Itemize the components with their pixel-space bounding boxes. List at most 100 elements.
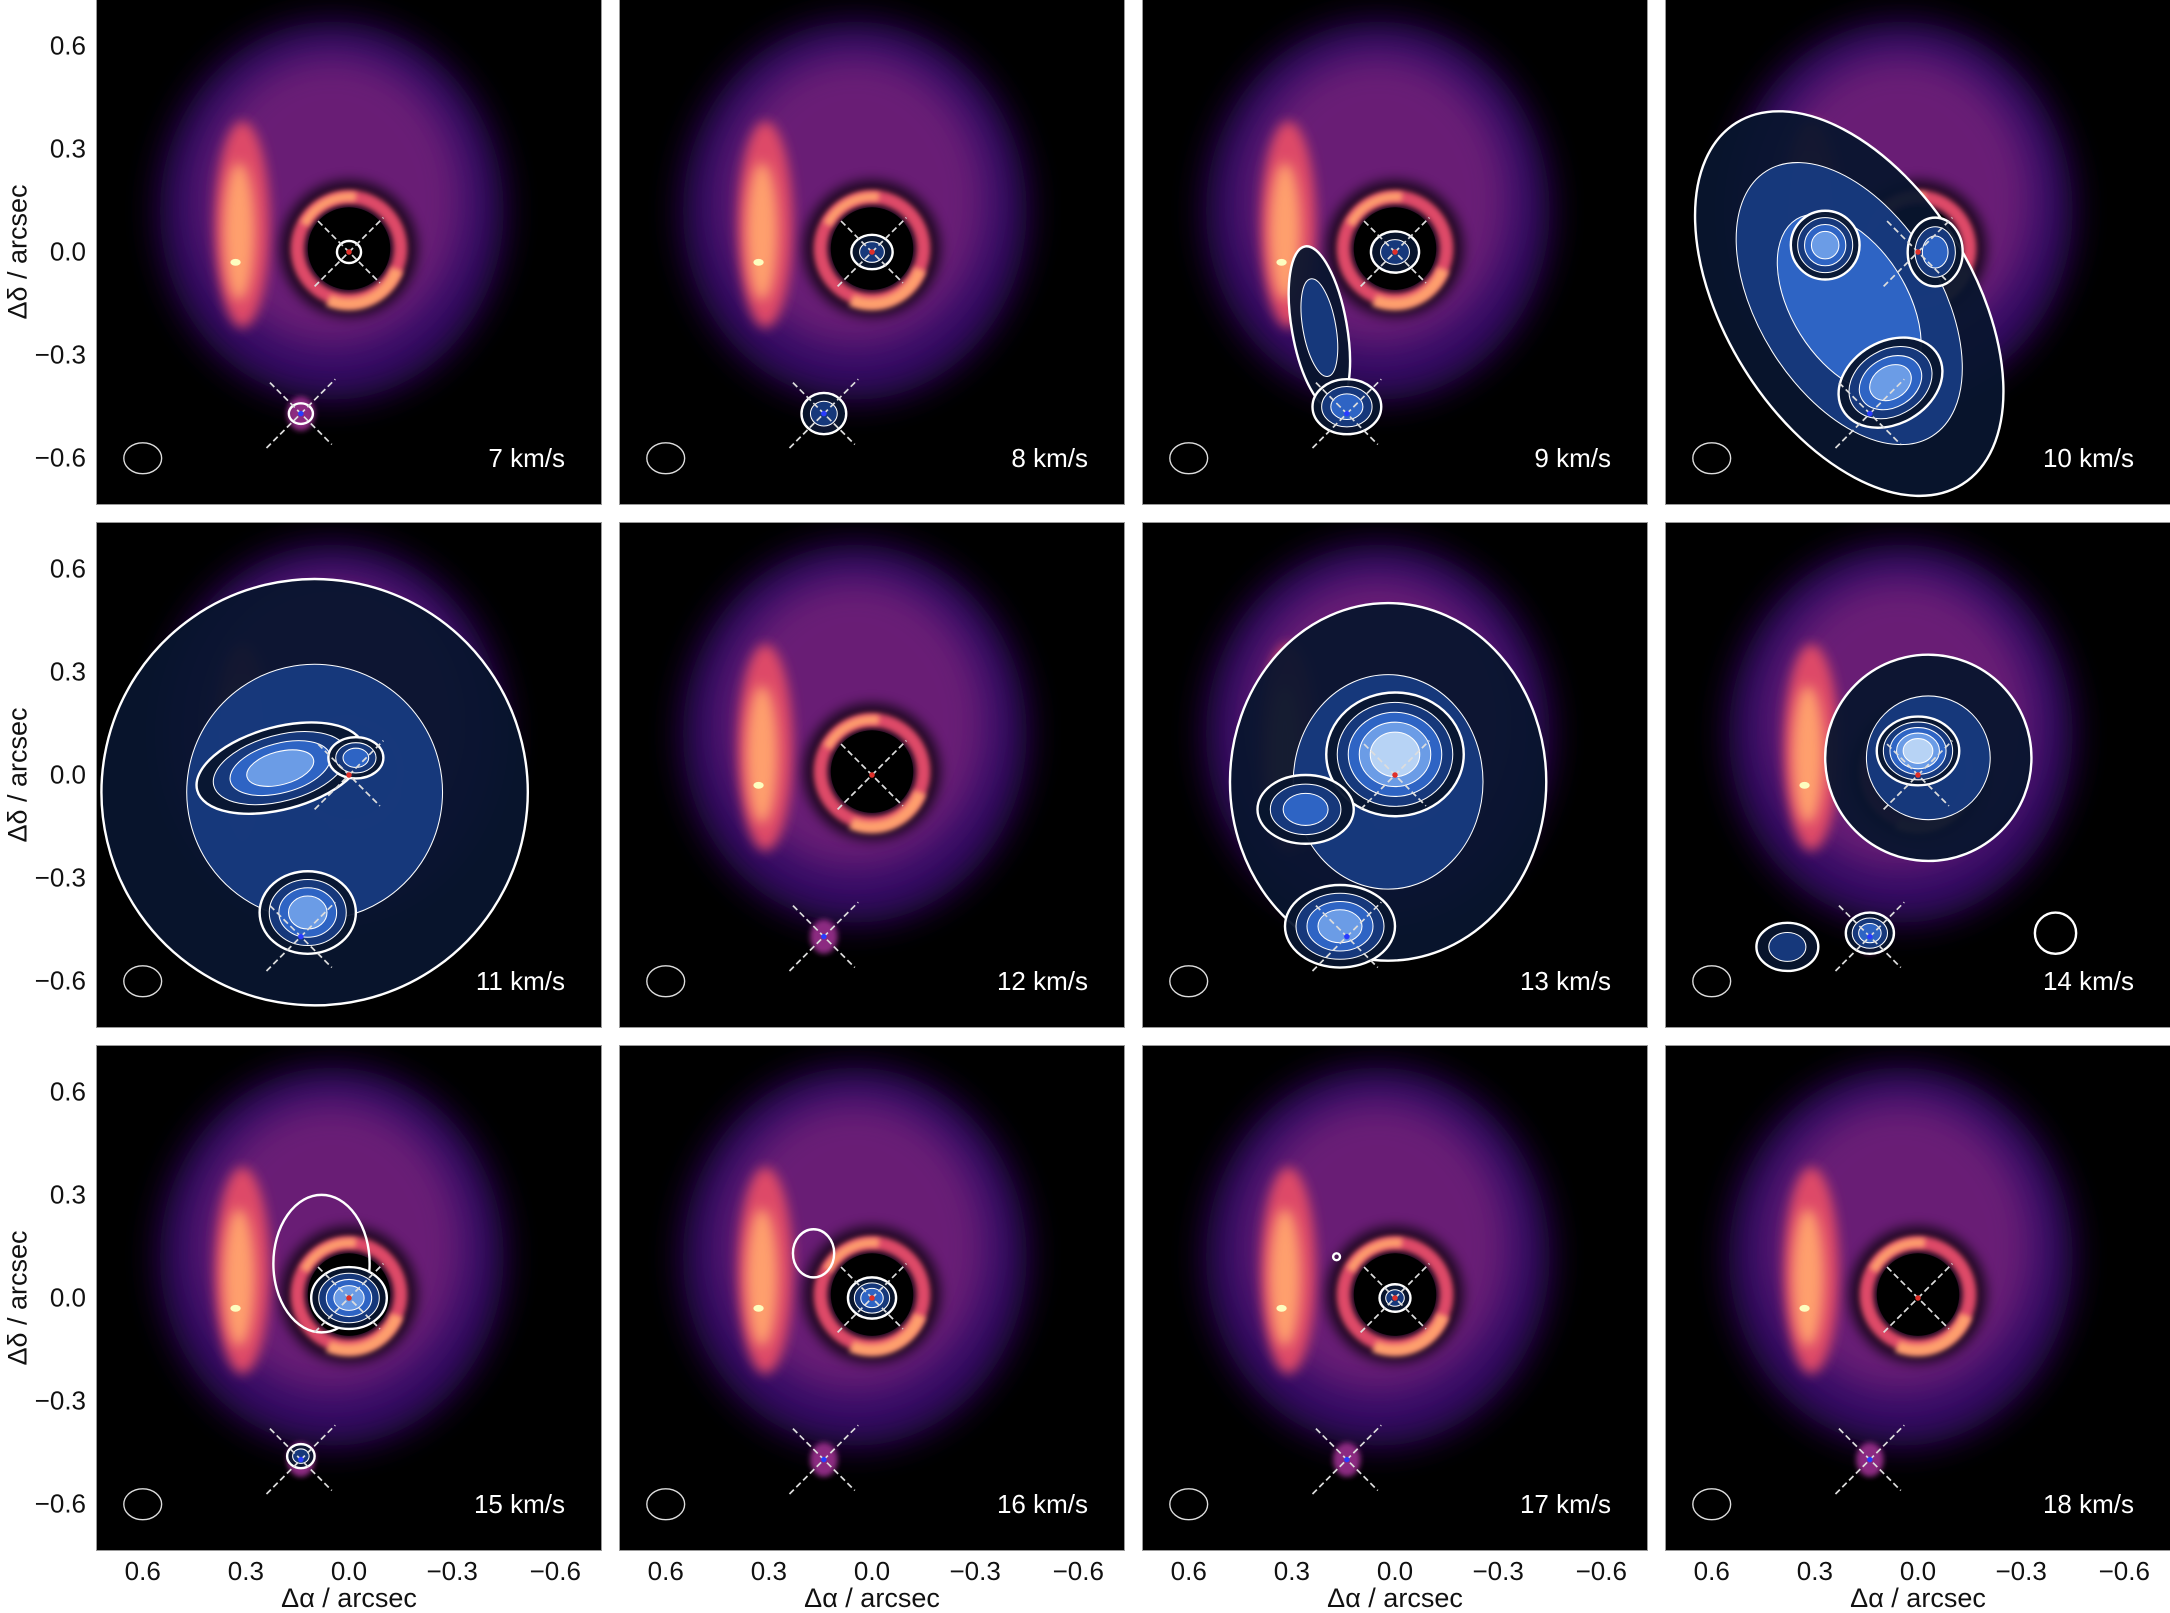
emission-image	[646, 544, 1027, 998]
velocity-label: 18 km/s	[2042, 1489, 2134, 1519]
line-emission-contour	[1283, 883, 1397, 969]
beam-ellipse	[123, 442, 163, 475]
line-emission-contour	[258, 870, 358, 955]
channel-map-panel: 11 km/s	[96, 522, 602, 1028]
line-emission-contour	[285, 1442, 316, 1470]
ring-bright-arc	[1372, 267, 1449, 311]
line-emission-contour	[1311, 377, 1383, 436]
companion-position-cross	[788, 901, 859, 972]
companion-position-cross	[788, 378, 859, 449]
y-axis-label: Δδ / arcsec	[2, 1230, 33, 1366]
companion-marker-dot	[1867, 410, 1873, 417]
companion-position-cross	[788, 1424, 859, 1495]
velocity-label: 16 km/s	[996, 1489, 1088, 1519]
primary-marker-dot	[869, 1295, 875, 1301]
line-emission-contour	[1789, 209, 1861, 281]
primary-marker-dot	[869, 249, 875, 255]
companion-marker-dot	[1867, 933, 1873, 940]
velocity-label: 12 km/s	[996, 966, 1088, 996]
crescent-core	[746, 685, 778, 824]
velocity-label: 7 km/s	[488, 443, 565, 473]
crescent-core	[1792, 685, 1824, 824]
crescent-peak	[1799, 781, 1810, 789]
crescent-peak	[230, 1304, 241, 1312]
crescent-peak	[1276, 1304, 1287, 1312]
x-axis-label: Δα / arcsec	[1850, 1583, 1986, 1613]
y-tick-label: 0.0	[49, 1282, 86, 1313]
companion-position-cross	[265, 378, 336, 449]
primary-position-cross	[314, 740, 384, 810]
primary-marker-dot	[1915, 772, 1921, 778]
primary-marker-dot	[1392, 772, 1398, 778]
ring-bright-arc	[849, 267, 926, 311]
y-tick-label: −0.6	[34, 1488, 86, 1519]
ring-bright-arc	[849, 790, 926, 834]
line-emission-contour	[2033, 911, 2078, 955]
emission-image	[1169, 21, 1550, 475]
companion-marker-dot	[821, 410, 827, 417]
ring-upper-arc	[1346, 1238, 1403, 1273]
y-tick-label: 0.0	[49, 236, 86, 267]
ring-upper-arc	[823, 715, 880, 750]
beam-ellipse	[1692, 1488, 1732, 1521]
ring-bright-arc	[1895, 1313, 1972, 1357]
ring-upper-arc	[1346, 192, 1403, 227]
companion-position-cross	[1311, 1424, 1382, 1495]
emission-image	[100, 544, 529, 1007]
velocity-label: 14 km/s	[2042, 966, 2134, 996]
y-axis-label: Δδ / arcsec	[2, 184, 33, 320]
crescent-peak	[753, 258, 764, 266]
primary-position-cross	[1883, 1263, 1953, 1333]
primary-marker-dot	[1392, 1295, 1398, 1301]
channel-map-panel: 15 km/s	[96, 1045, 602, 1551]
y-tick-label: 0.3	[49, 656, 86, 687]
x-tick-label: 0.6	[1693, 1556, 1730, 1586]
primary-position-cross	[837, 1263, 907, 1333]
channel-map-panel: 12 km/s	[619, 522, 1125, 1028]
y-tick-label: −0.3	[34, 1385, 86, 1416]
emission-image	[1692, 21, 2073, 498]
beam-ellipse	[646, 442, 686, 475]
x-axis-label: Δα / arcsec	[281, 1583, 417, 1613]
x-tick-label: 0.0	[330, 1556, 368, 1586]
beam-ellipse	[123, 1488, 163, 1521]
primary-position-cross	[1883, 217, 1953, 287]
x-tick-label: 0.0	[853, 1556, 891, 1586]
companion-position-cross	[1311, 901, 1382, 972]
line-emission-contour	[1844, 911, 1896, 955]
crescent-peak	[1276, 258, 1287, 266]
primary-position-cross	[314, 1263, 384, 1333]
beam-ellipse	[646, 965, 686, 998]
channel-map-panel: 14 km/s	[1665, 522, 2170, 1028]
beam-ellipse	[1169, 442, 1209, 475]
channel-map-panel: 7 km/s	[96, 0, 602, 505]
line-emission-contour	[272, 1193, 371, 1334]
x-axis-label: Δα / arcsec	[1327, 1583, 1463, 1613]
line-emission-contour	[195, 721, 366, 815]
x-tick-label: 0.6	[647, 1556, 684, 1586]
crescent-peak	[753, 1304, 764, 1312]
line-emission-contour	[1906, 216, 1964, 288]
beam-ellipse	[1169, 1488, 1209, 1521]
velocity-label: 15 km/s	[473, 1489, 565, 1519]
ring-upper-arc	[823, 192, 880, 227]
emission-image	[123, 21, 504, 475]
x-axis-label: Δα / arcsec	[804, 1583, 940, 1613]
beam-ellipse	[1692, 965, 1732, 998]
channel-map-panel: 17 km/s	[1142, 1045, 1648, 1551]
y-tick-label: −0.6	[34, 442, 86, 473]
companion-marker-dot	[298, 1456, 304, 1463]
velocity-label: 10 km/s	[2042, 443, 2134, 473]
inner-cavity	[307, 207, 391, 290]
y-tick-label: 0.3	[49, 133, 86, 164]
x-tick-label: 0.3	[750, 1556, 787, 1586]
x-tick-label: −0.6	[1052, 1556, 1104, 1586]
line-emission-contour	[1256, 773, 1355, 845]
x-tick-label: −0.6	[2098, 1556, 2150, 1586]
x-tick-label: 0.3	[1796, 1556, 1833, 1586]
primary-marker-dot	[1915, 249, 1921, 255]
x-tick-label: −0.6	[1575, 1556, 1627, 1586]
beam-ellipse	[123, 965, 163, 998]
companion-marker-dot	[1344, 1456, 1350, 1463]
x-tick-label: 0.3	[227, 1556, 264, 1586]
